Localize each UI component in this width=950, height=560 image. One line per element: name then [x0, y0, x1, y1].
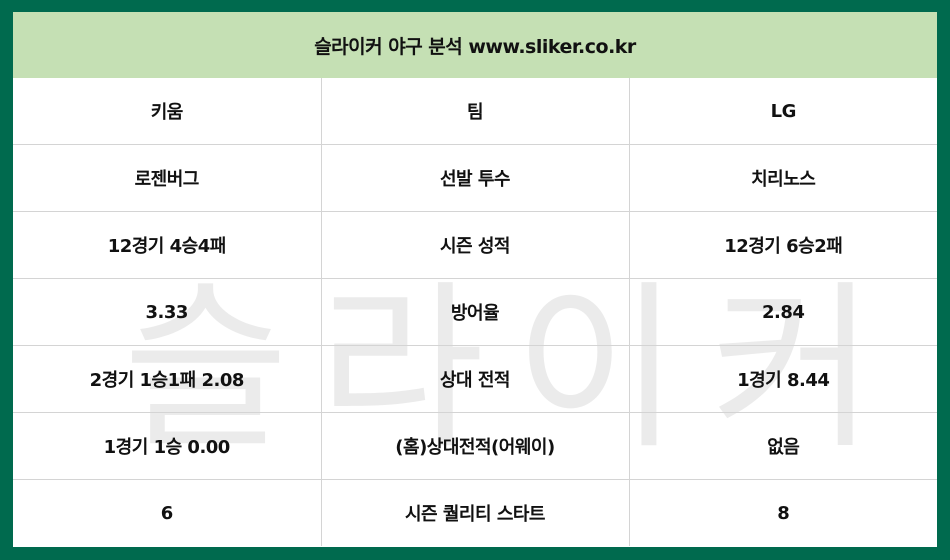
- away-value: 2.84: [628, 278, 937, 346]
- home-value: 6: [13, 479, 322, 546]
- table-row: 로젠버그 선발 투수 치리노스: [13, 144, 937, 212]
- away-value: 12경기 6승2패: [628, 211, 937, 279]
- away-value: 1경기 8.44: [628, 345, 937, 413]
- home-value: 12경기 4승4패: [13, 211, 322, 279]
- table-row: 키움 팀 LG: [13, 78, 937, 145]
- row-label: 시즌 퀄리티 스타트: [320, 479, 630, 546]
- table-row: 6 시즌 퀄리티 스타트 8: [13, 479, 937, 546]
- row-label: 팀: [320, 78, 630, 145]
- table-row: 12경기 4승4패 시즌 성적 12경기 6승2패: [13, 211, 937, 279]
- away-value: 8: [628, 479, 937, 546]
- home-value: 1경기 1승 0.00: [13, 412, 322, 480]
- row-label: 상대 전적: [320, 345, 630, 413]
- row-label: 방어율: [320, 278, 630, 346]
- away-value: 치리노스: [628, 144, 937, 212]
- row-label: 시즌 성적: [320, 211, 630, 279]
- home-value: 2경기 1승1패 2.08: [13, 345, 322, 413]
- table-title: 슬라이커 야구 분석 www.sliker.co.kr: [13, 12, 937, 78]
- table-row: 2경기 1승1패 2.08 상대 전적 1경기 8.44: [13, 345, 937, 413]
- row-label: (홈)상대전적(어웨이): [320, 412, 630, 480]
- away-value: 없음: [628, 412, 937, 480]
- comparison-card: 슬라이커 야구 분석 www.sliker.co.kr 슬라이커 키움 팀 LG 로젠…: [13, 12, 937, 547]
- matchup-table: 키움 팀 LG 로젠버그 선발 투수 치리노스 12경기 4승4패 시즌 성적 12경기 6승2…: [13, 78, 937, 546]
- home-value: 로젠버그: [13, 144, 322, 212]
- table-row: 3.33 방어율 2.84: [13, 278, 937, 346]
- home-value: 키움: [13, 78, 322, 145]
- away-value: LG: [628, 78, 937, 145]
- home-value: 3.33: [13, 278, 322, 346]
- table-row: 1경기 1승 0.00 (홈)상대전적(어웨이) 없음: [13, 412, 937, 480]
- row-label: 선발 투수: [320, 144, 630, 212]
